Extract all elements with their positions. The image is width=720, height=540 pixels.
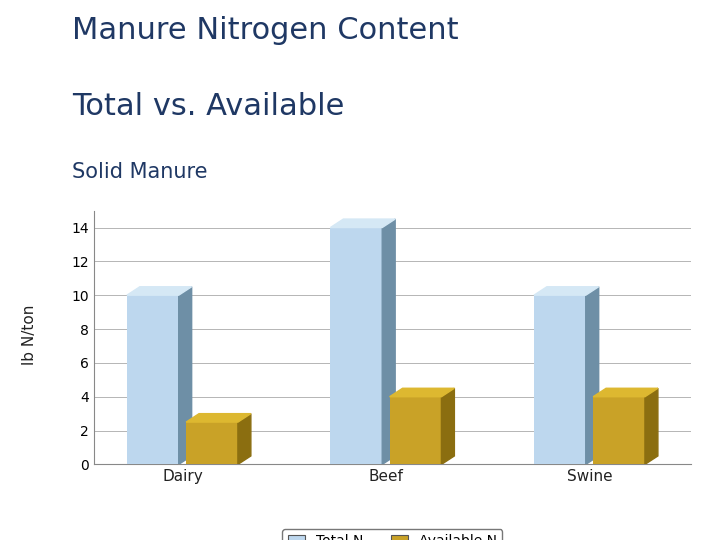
Polygon shape [645,388,658,464]
Polygon shape [330,219,395,227]
Legend: Total N, Available N: Total N, Available N [282,529,503,540]
Polygon shape [534,287,599,295]
Bar [534,295,586,464]
Bar [186,422,238,464]
Bar [593,397,645,464]
Bar [330,227,382,464]
Bar [127,295,179,464]
Text: Total vs. Available: Total vs. Available [72,92,344,121]
Polygon shape [390,388,454,397]
Bar [390,397,441,464]
Polygon shape [186,414,251,422]
Polygon shape [382,219,395,464]
Text: lb N/ton: lb N/ton [22,305,37,365]
Polygon shape [127,287,192,295]
Polygon shape [238,414,251,464]
Polygon shape [586,287,599,464]
Text: Manure Nitrogen Content: Manure Nitrogen Content [72,16,459,45]
Polygon shape [179,287,192,464]
Polygon shape [593,388,658,397]
Polygon shape [441,388,454,464]
Text: Solid Manure: Solid Manure [72,162,207,182]
